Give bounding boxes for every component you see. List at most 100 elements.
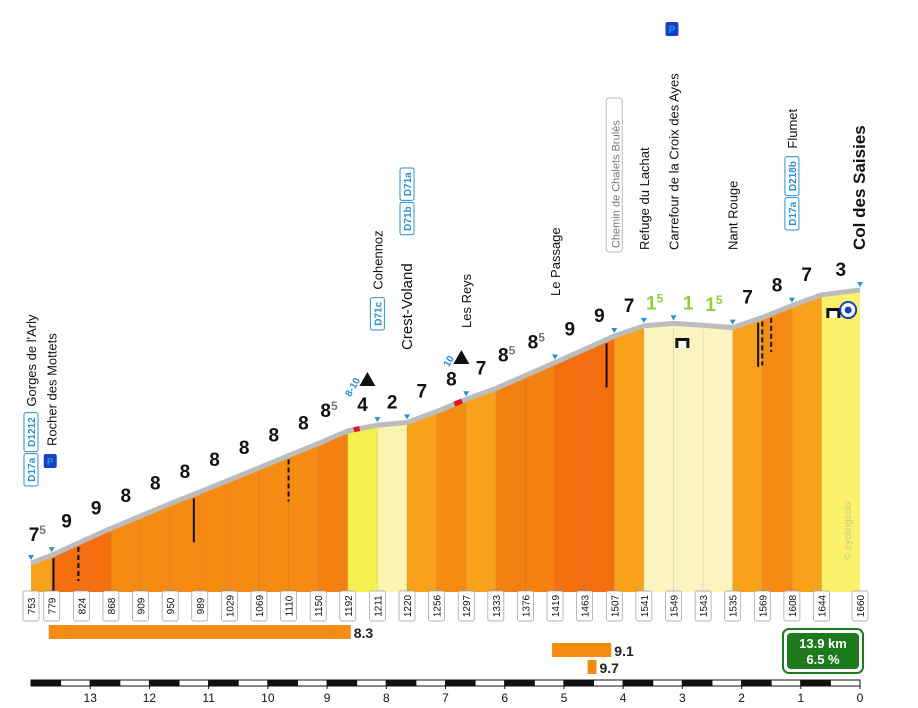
road-badge bbox=[784, 156, 800, 197]
axis-segment-light bbox=[296, 679, 328, 687]
segment-fill bbox=[140, 503, 171, 592]
road-number: D1212 bbox=[27, 417, 38, 447]
gradient-label: 8 bbox=[239, 438, 250, 459]
gradient-segments bbox=[31, 290, 860, 592]
steep-spot bbox=[353, 426, 361, 433]
segment-fill bbox=[525, 362, 556, 592]
summary-box: 13.9 km6.5 % bbox=[782, 628, 864, 674]
altitude-box bbox=[517, 590, 534, 622]
altitude-label: 909 bbox=[137, 597, 148, 614]
altitude-box bbox=[72, 590, 90, 622]
max-gradient-label: 10 bbox=[442, 354, 457, 370]
segment-fill bbox=[703, 325, 733, 592]
steepest-bars: 8.3 9.19.7 bbox=[48, 625, 634, 676]
axis-segment-dark bbox=[267, 680, 298, 686]
segment-fill bbox=[643, 323, 674, 592]
altitude-label: 1256 bbox=[433, 594, 444, 617]
gradient-label: 2 bbox=[387, 392, 398, 413]
place-label: Carrefour de la Croix des Ayes bbox=[666, 73, 681, 250]
segment-dividers bbox=[51, 298, 822, 592]
axis-segment-dark bbox=[90, 680, 120, 686]
road-number: D71b bbox=[403, 206, 414, 230]
steep-spot bbox=[453, 398, 464, 407]
gradient-label: 8 bbox=[772, 276, 783, 297]
altitude-box bbox=[576, 590, 594, 622]
axis-tick-label: 9 bbox=[324, 691, 331, 705]
place-labels: D17a D1212 Gorges de l'Arly Rocher des Mott… bbox=[23, 22, 869, 487]
altitude-label: 1192 bbox=[344, 595, 355, 617]
gradient-label: 9 bbox=[61, 512, 72, 533]
altitude-box bbox=[783, 590, 801, 622]
segment-fill bbox=[495, 375, 526, 592]
gradient-label: 8 bbox=[298, 414, 309, 435]
segment-fill bbox=[407, 411, 437, 592]
place-marker bbox=[552, 354, 559, 360]
gradient-label: 8 bbox=[209, 450, 220, 471]
summary-distance: 13.9 km bbox=[799, 636, 847, 651]
place-label: Rocher des Mottets bbox=[45, 333, 60, 446]
place-marker bbox=[48, 547, 55, 553]
gradient-decimal: 5 bbox=[331, 399, 338, 413]
axis-segment-dark bbox=[327, 680, 357, 686]
gradient-label: 9 bbox=[565, 319, 576, 340]
steep-ticks bbox=[52, 317, 773, 595]
axis-segment-light bbox=[533, 679, 565, 687]
altitude-label: 1608 bbox=[788, 594, 799, 617]
altitude-box bbox=[280, 590, 297, 622]
gradient-label: 7 bbox=[476, 358, 487, 379]
altitude-label: 950 bbox=[166, 597, 177, 614]
road-number: D17a bbox=[788, 201, 799, 225]
parking-letter: P bbox=[47, 457, 54, 468]
altitude-box bbox=[221, 590, 238, 622]
gradient-label: 3 bbox=[835, 260, 846, 281]
altitude-label: 753 bbox=[27, 597, 38, 614]
axis-segment-dark bbox=[623, 680, 653, 686]
axis-segment-light bbox=[474, 679, 506, 687]
altitude-label: 1069 bbox=[255, 594, 266, 617]
altitude-label: 1211 bbox=[373, 595, 384, 617]
altitude-box bbox=[813, 590, 830, 622]
altitude-label: 1376 bbox=[521, 594, 532, 617]
axis-tick-label: 2 bbox=[738, 691, 745, 705]
segment-fill bbox=[229, 467, 259, 592]
steepest-bar bbox=[587, 660, 597, 674]
road-badge bbox=[369, 297, 385, 331]
segment-fill bbox=[288, 443, 319, 592]
axis-segment-light bbox=[60, 679, 91, 687]
segment-fill bbox=[110, 516, 141, 592]
gradient-label: 85 bbox=[320, 399, 338, 422]
segment-fill bbox=[347, 425, 378, 592]
place-label: Refuge du Lachat bbox=[637, 147, 652, 250]
segment-fill bbox=[673, 323, 704, 592]
axis-segment-dark bbox=[504, 680, 535, 686]
altitude-box bbox=[635, 590, 653, 622]
axis-segment-light bbox=[829, 679, 861, 687]
axis-tick-label: 11 bbox=[202, 691, 215, 705]
gradient-label: 7 bbox=[417, 382, 428, 403]
altitude-label: 779 bbox=[48, 597, 59, 614]
altitude-label: 1333 bbox=[492, 594, 503, 617]
parking-icon bbox=[665, 22, 679, 36]
gradient-label: 8 bbox=[180, 462, 191, 483]
place-marker bbox=[729, 319, 736, 325]
place-label: Le Passage bbox=[548, 227, 563, 296]
steepest-bar-value: 9.1 bbox=[614, 643, 634, 659]
road-number: D218b bbox=[788, 161, 799, 191]
altitude-box bbox=[851, 590, 869, 622]
axis-tick-label: 7 bbox=[442, 691, 449, 705]
place-label: Gorges de l'Arly bbox=[24, 314, 39, 407]
segment-fill bbox=[584, 336, 615, 592]
altitude-box bbox=[487, 590, 505, 622]
gradient-label: 7 bbox=[801, 265, 812, 286]
altitude-box bbox=[753, 590, 771, 622]
altitude-label: 1535 bbox=[729, 594, 740, 617]
altitude-box bbox=[546, 590, 564, 622]
gradient-label: 75 bbox=[29, 523, 47, 546]
axis-segment-light bbox=[178, 679, 210, 687]
place-marker bbox=[404, 414, 411, 420]
tunnel-opening bbox=[829, 311, 838, 318]
segment-fill bbox=[466, 388, 496, 592]
place-label: Col des Saisies bbox=[850, 125, 869, 250]
road-surface bbox=[30, 287, 861, 566]
